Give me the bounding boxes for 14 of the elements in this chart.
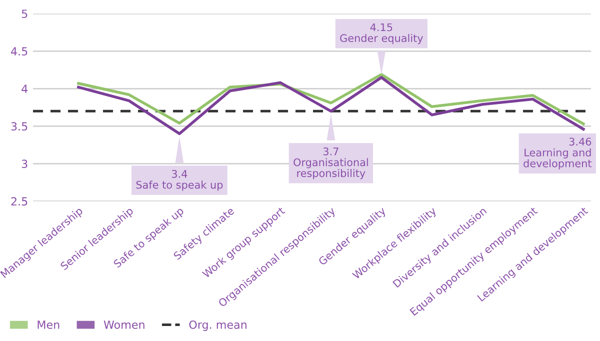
legend-label: Men xyxy=(38,320,60,329)
annotation: 3.4 Safe to speak up xyxy=(136,170,223,191)
y-tick-label: 5 xyxy=(22,10,28,18)
y-tick-label: 3 xyxy=(22,160,28,168)
annotation: 3.46 Learning and development xyxy=(524,138,592,170)
annotation: 4.15 Gender equality xyxy=(340,23,423,44)
y-tick-label: 3.5 xyxy=(11,122,28,131)
line-series xyxy=(77,76,585,136)
y-tick-label: 2.5 xyxy=(11,197,28,206)
legend-label: Women xyxy=(104,320,144,329)
annotation: 3.7 Organisational responsibility xyxy=(294,147,368,180)
y-tick-label: 4 xyxy=(22,84,28,93)
legend-label: Org. mean xyxy=(189,320,246,331)
y-tick-label: 4.5 xyxy=(11,47,28,56)
